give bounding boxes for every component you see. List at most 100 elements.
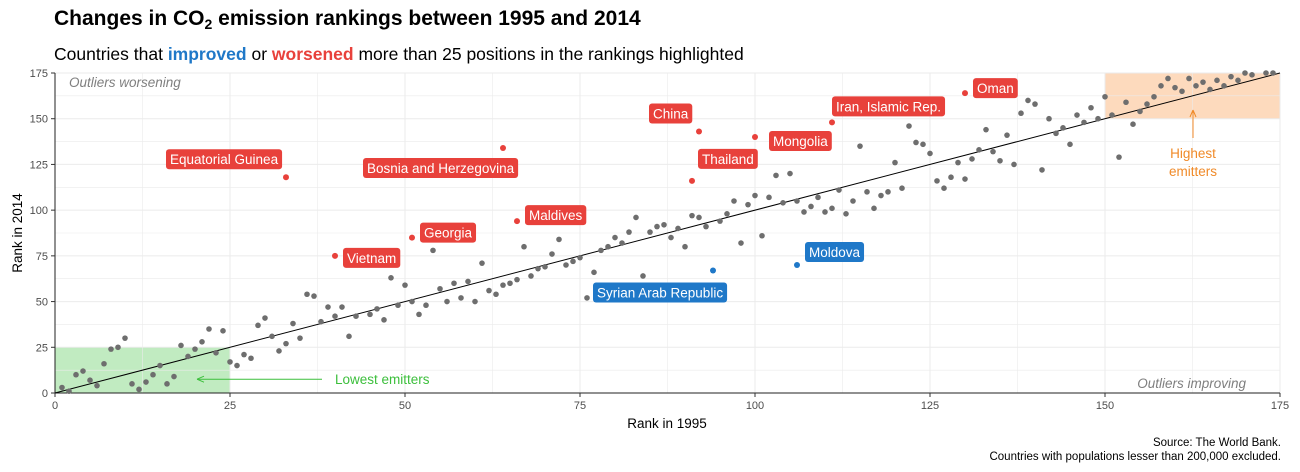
chart-subtitle: Countries that improved or worsened more… xyxy=(54,44,744,65)
data-point xyxy=(1179,88,1185,95)
data-point xyxy=(920,141,926,148)
data-point xyxy=(479,260,485,266)
x-tick-label: 175 xyxy=(1271,400,1289,412)
highlight-point xyxy=(710,267,716,274)
data-point xyxy=(73,371,79,378)
data-point xyxy=(794,198,800,204)
data-point xyxy=(234,362,240,369)
caption-source: Source: The World Bank. xyxy=(1152,437,1281,449)
data-point xyxy=(1242,70,1248,76)
data-point xyxy=(661,221,667,228)
data-point xyxy=(1109,112,1115,118)
data-point xyxy=(59,384,65,391)
data-point xyxy=(409,298,415,305)
highlight-point xyxy=(829,119,835,126)
data-point xyxy=(745,201,751,208)
data-point xyxy=(647,229,653,235)
data-point xyxy=(948,174,954,181)
data-point xyxy=(367,311,373,318)
data-point xyxy=(878,192,884,199)
reference-line xyxy=(54,72,1281,394)
y-tick-label: 75 xyxy=(36,251,48,263)
data-point xyxy=(703,223,709,230)
title-pre: Changes in CO xyxy=(54,7,205,30)
caption-note: Countries with populations lesser than 2… xyxy=(989,450,1281,463)
data-point xyxy=(1172,84,1178,91)
data-point xyxy=(171,373,177,380)
data-point xyxy=(395,302,401,309)
data-point xyxy=(311,293,317,299)
data-point xyxy=(507,280,513,287)
data-point xyxy=(472,298,478,305)
data-point xyxy=(346,333,352,340)
data-point xyxy=(983,126,989,133)
data-point xyxy=(871,205,877,212)
data-point xyxy=(591,269,597,276)
data-point xyxy=(339,304,345,310)
data-point xyxy=(1088,104,1094,111)
data-point xyxy=(1193,83,1199,89)
data-point xyxy=(206,326,212,332)
y-tick-label: 175 xyxy=(30,68,48,80)
highlight-point xyxy=(696,128,702,135)
data-point xyxy=(1186,75,1192,82)
data-point xyxy=(1060,125,1066,131)
data-point xyxy=(143,379,149,385)
data-point xyxy=(80,368,86,374)
data-point xyxy=(1130,121,1136,127)
data-point xyxy=(402,282,408,288)
data-point xyxy=(150,371,156,378)
data-point xyxy=(325,304,331,310)
data-point xyxy=(766,194,772,201)
data-point xyxy=(990,148,996,155)
y-tick-label: 150 xyxy=(30,114,48,126)
data-point xyxy=(388,275,394,281)
data-point xyxy=(1032,101,1038,107)
data-point xyxy=(381,317,387,323)
data-point xyxy=(640,273,646,279)
highlight-point xyxy=(689,177,695,184)
data-point xyxy=(619,240,625,246)
data-point xyxy=(808,203,814,210)
axes: 0 25 50 75 100 125 150 175 0 25 50 75 100 125 150 175 xyxy=(30,68,1290,412)
data-point xyxy=(563,262,569,268)
data-point xyxy=(843,211,849,217)
data-point xyxy=(549,251,555,257)
highlight-point xyxy=(514,218,520,225)
data-point xyxy=(353,313,359,320)
data-point xyxy=(87,377,93,384)
data-point xyxy=(423,302,429,309)
data-point xyxy=(178,342,184,349)
data-point xyxy=(1116,154,1122,160)
data-point xyxy=(836,187,842,193)
data-point xyxy=(101,360,107,367)
data-point xyxy=(248,355,254,362)
data-point xyxy=(213,349,219,356)
outliers-worsening-note: Outliers worsening xyxy=(69,75,181,90)
lowest-arrow-head xyxy=(196,375,205,383)
data-point xyxy=(1067,141,1073,148)
data-point xyxy=(1270,70,1276,76)
data-point xyxy=(304,291,310,298)
data-point xyxy=(584,295,590,301)
highlight-point xyxy=(794,262,800,268)
data-point xyxy=(220,328,226,334)
data-point xyxy=(906,123,912,129)
chart-title: Changes in CO2 emission rankings between… xyxy=(54,7,641,32)
data-point xyxy=(1144,101,1150,107)
highlight-point xyxy=(962,90,968,97)
data-point xyxy=(514,276,520,283)
country-label: Georgia xyxy=(424,226,473,241)
country-label: Vietnam xyxy=(347,251,396,266)
lowest-emitters-label: Lowest emitters xyxy=(335,372,430,387)
data-point xyxy=(927,150,933,157)
data-point xyxy=(934,178,940,184)
data-point xyxy=(801,209,807,215)
data-point xyxy=(444,298,450,305)
data-point xyxy=(318,318,324,325)
data-point xyxy=(437,285,443,292)
data-point xyxy=(1123,99,1129,106)
highlight-point xyxy=(409,234,415,241)
country-label: Oman xyxy=(977,81,1014,96)
